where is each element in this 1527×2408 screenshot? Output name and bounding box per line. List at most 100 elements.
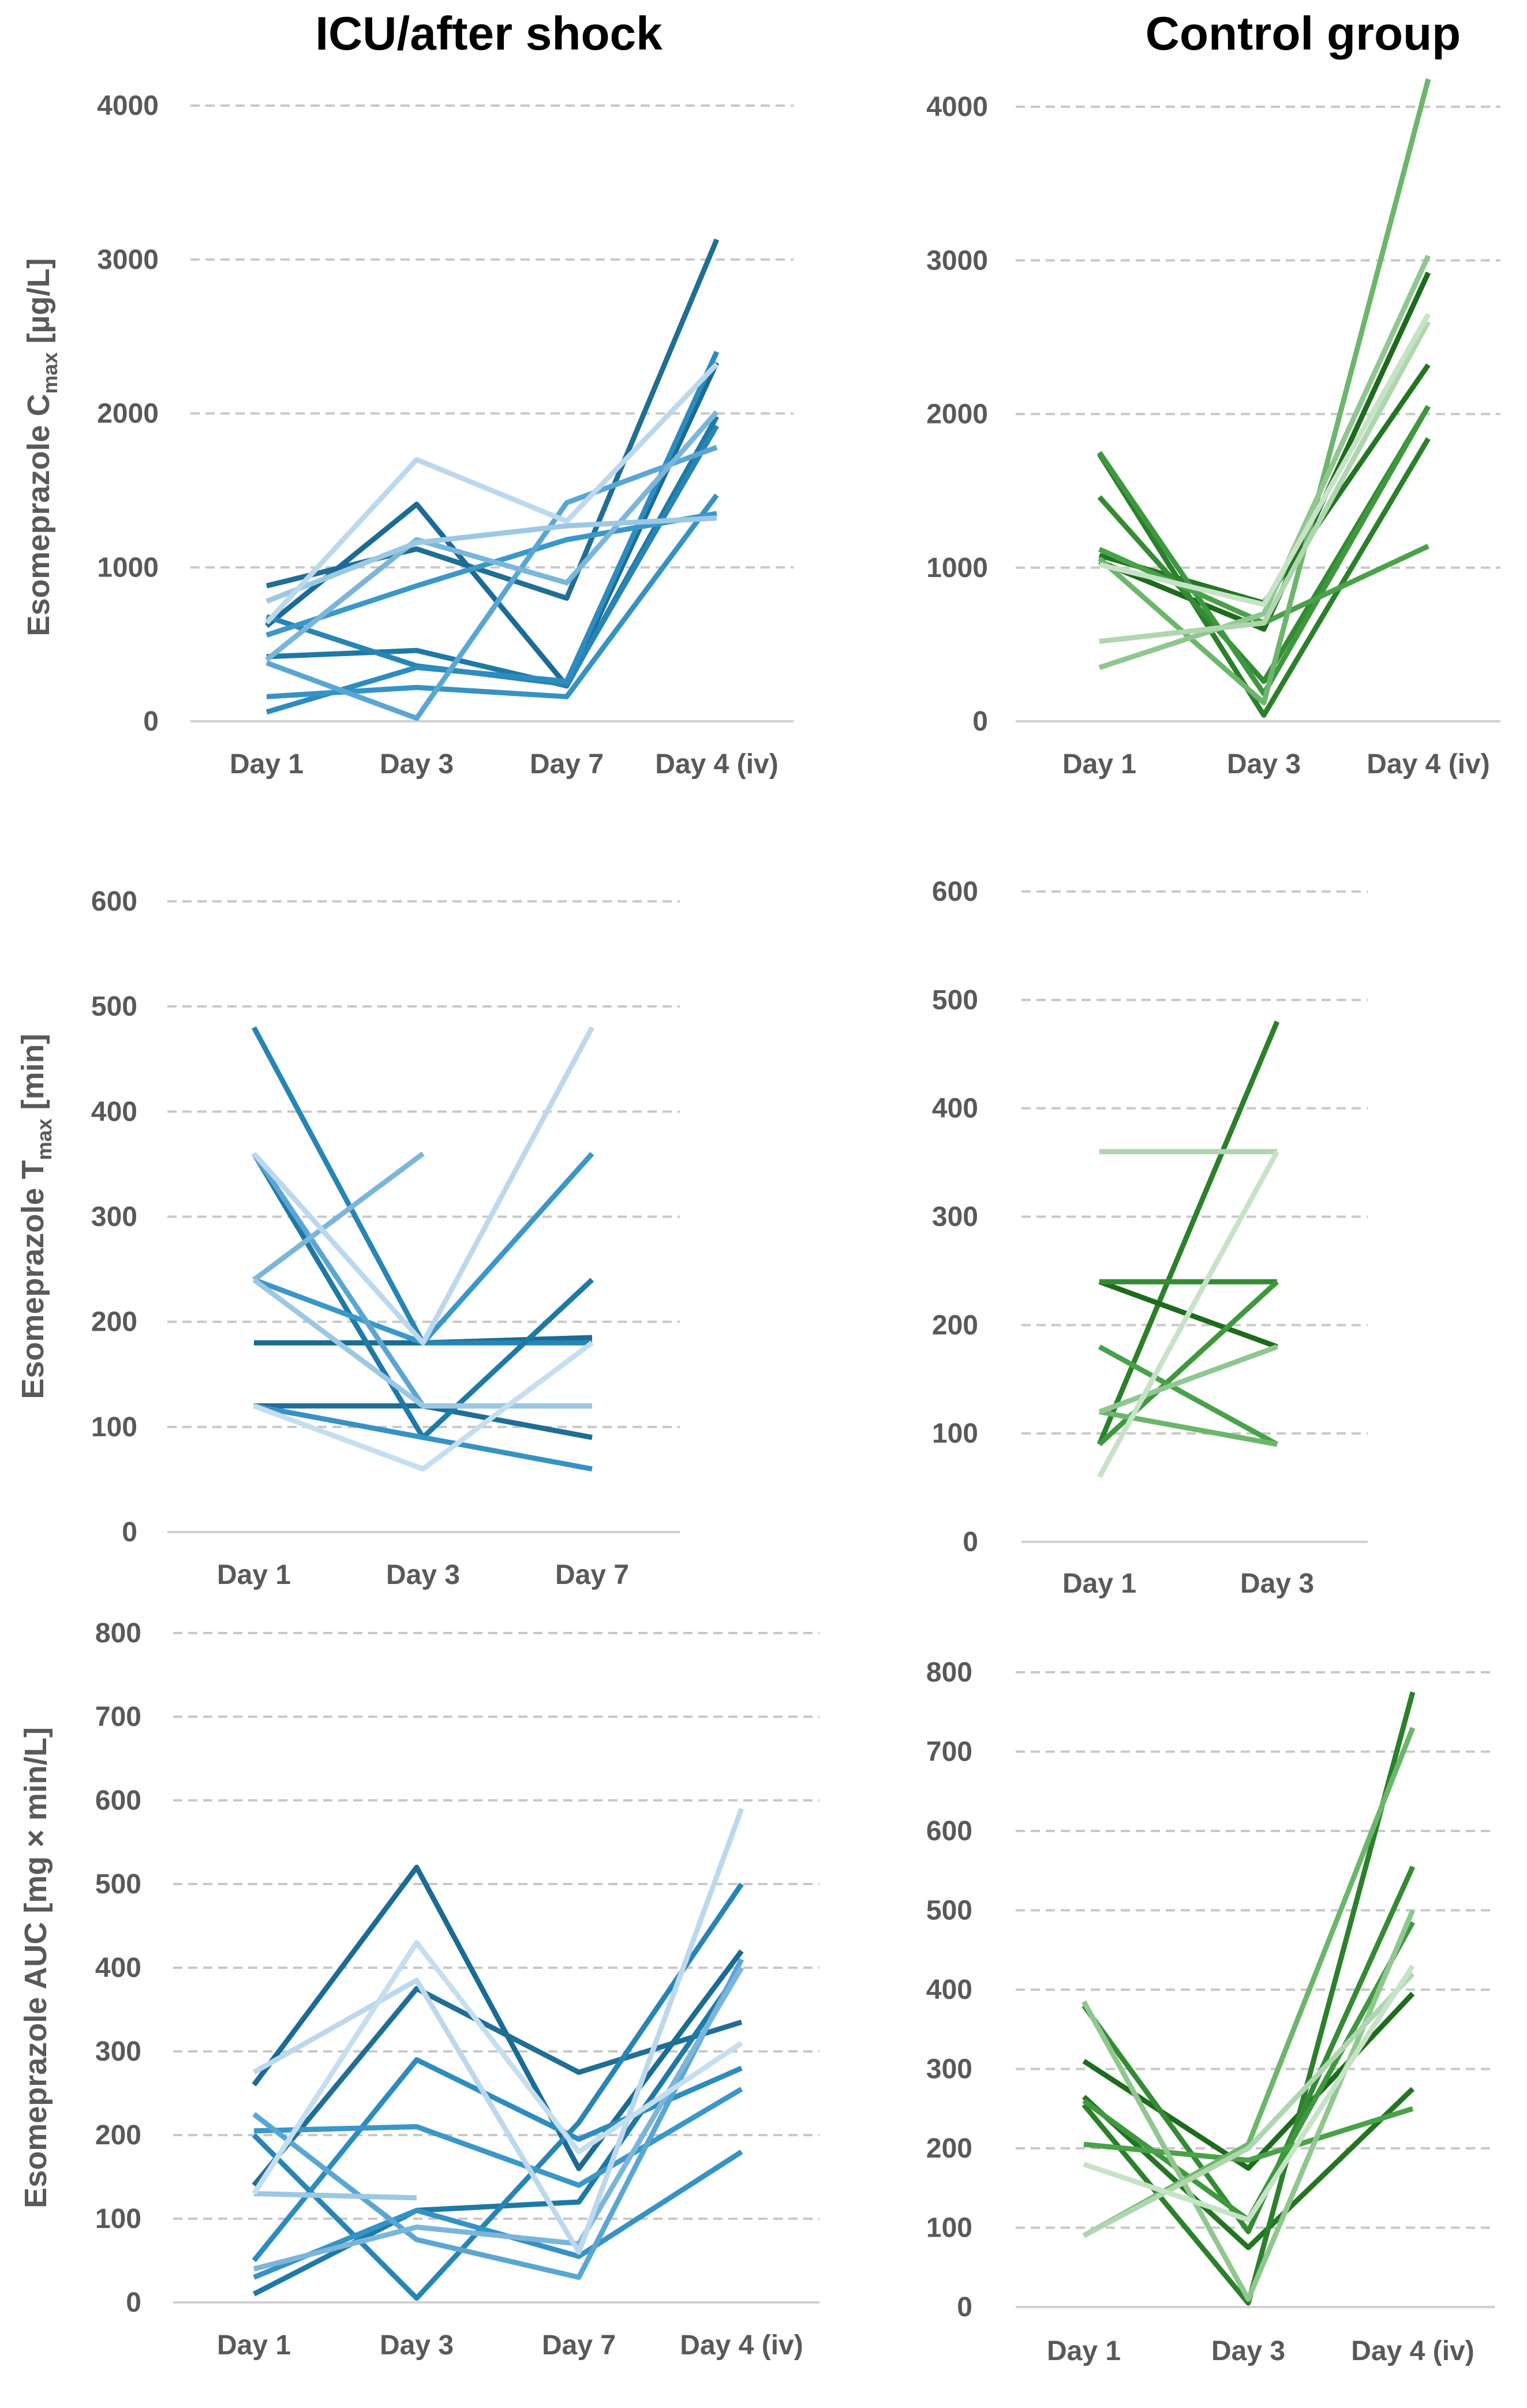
- series-line-1: [1098, 271, 1431, 632]
- y-tick-label: 0: [126, 2287, 141, 2318]
- title-icu: ICU/after shock: [315, 8, 663, 60]
- y-tick-label: 100: [932, 1418, 978, 1449]
- series-line-6: [1098, 544, 1429, 626]
- y-tick-label: 600: [95, 1785, 141, 1816]
- series-line-10: [1083, 1964, 1415, 2223]
- series-line-9: [1099, 320, 1431, 645]
- series-line-1: [1096, 1020, 1280, 1445]
- x-tick-label: Day 3: [386, 1560, 460, 1590]
- series-line-6: [253, 2149, 743, 2280]
- series-line-4: [252, 1152, 594, 1440]
- series-line-11: [264, 362, 719, 625]
- series-line-4: [1081, 1866, 1416, 2234]
- series-line-7: [252, 1152, 592, 1409]
- y-tick-label: 4000: [926, 92, 988, 122]
- series-line-5: [253, 1403, 593, 1472]
- y-tick-label: 500: [926, 1896, 972, 1926]
- y-tick-label: 400: [926, 1975, 972, 2005]
- series-line-3: [1081, 1691, 1416, 2306]
- series-line-2: [252, 1986, 743, 2187]
- y-tick-label: 0: [972, 706, 988, 737]
- series-line-6: [253, 1152, 594, 1346]
- y-tick-label: 500: [95, 1869, 141, 1900]
- x-tick-label: Day 1: [1047, 2336, 1121, 2366]
- y-tick-label: 0: [143, 706, 159, 737]
- series-line-9: [1097, 1150, 1279, 1478]
- series-line-10: [1098, 313, 1431, 608]
- y-tick-label: 0: [122, 1517, 137, 1548]
- x-tick-label: Day 4 (iv): [1351, 2336, 1474, 2366]
- x-tick-label: Day 1: [217, 1560, 291, 1590]
- y-tick-label: 500: [91, 991, 137, 1022]
- series-line-8: [1098, 254, 1431, 671]
- y-tick-label: 0: [957, 2292, 972, 2323]
- series-line-5: [265, 350, 720, 715]
- y-tick-label: 100: [926, 2213, 972, 2244]
- y-tick-label: 700: [926, 1737, 972, 1767]
- y-axis-label: Esomeprazole Cmax [µg/L]: [21, 258, 62, 636]
- x-tick-label: Day 7: [542, 2330, 616, 2361]
- x-tick-label: Day 1: [1062, 749, 1136, 780]
- y-tick-label: 600: [932, 877, 978, 907]
- y-axis-label-unit: [µg/L]: [21, 258, 56, 352]
- x-tick-label: Day 7: [530, 749, 604, 780]
- series-line-11: [252, 1807, 744, 2255]
- series-line-5: [1098, 1344, 1279, 1447]
- series-line-2: [254, 1403, 593, 1440]
- series-line-1: [265, 238, 720, 601]
- x-tick-label: Day 3: [1240, 1568, 1314, 1599]
- y-tick-label: 200: [932, 1310, 978, 1340]
- x-tick-label: Day 3: [1227, 749, 1301, 780]
- y-axis-label-main: Esomeprazole AUC [mg × min/L]: [18, 1727, 53, 2208]
- y-tick-label: 300: [926, 2054, 972, 2085]
- series-line-8: [1081, 1909, 1416, 2302]
- series-line-2: [1098, 363, 1431, 606]
- y-axis-label: Esomeprazole AUC [mg × min/L]: [18, 1727, 53, 2208]
- series-line-2: [1081, 2087, 1415, 2250]
- x-tick-label: Day 4 (iv): [680, 2330, 803, 2361]
- series-line-9: [1082, 1972, 1415, 2238]
- y-tick-label: 300: [932, 1202, 978, 1233]
- y-tick-label: 800: [926, 1657, 972, 1688]
- y-tick-label: 2000: [926, 399, 988, 430]
- series-line-8: [252, 1958, 744, 2280]
- y-tick-label: 600: [926, 1816, 972, 1847]
- series-line-6: [1099, 1409, 1278, 1447]
- y-axis-label-main: Esomeprazole T: [16, 1160, 50, 1399]
- x-tick-label: Day 1: [1062, 1568, 1136, 1599]
- y-tick-label: 200: [926, 2133, 972, 2164]
- y-tick-label: 0: [963, 1527, 978, 1557]
- y-tick-label: 800: [95, 1618, 141, 1649]
- series-line-6: [266, 493, 719, 699]
- y-tick-label: 200: [95, 2120, 141, 2151]
- y-tick-label: 400: [95, 1953, 141, 1983]
- y-axis-label-sub: max: [38, 352, 62, 394]
- series-line-5: [252, 2057, 743, 2263]
- series-line-9: [265, 410, 719, 662]
- x-tick-label: Day 4 (iv): [655, 749, 778, 780]
- series-line-10: [252, 1026, 594, 1346]
- series-line-7: [1098, 78, 1431, 706]
- series-line-8: [265, 444, 718, 721]
- y-tick-label: 600: [91, 886, 137, 917]
- y-tick-label: 100: [95, 2204, 141, 2234]
- y-tick-label: 400: [91, 1096, 137, 1127]
- series-line-9: [253, 1966, 744, 2272]
- series-line-12: [252, 1940, 743, 2195]
- y-axis-label-sub: max: [32, 1118, 56, 1160]
- series-line-3: [266, 415, 719, 689]
- series-line-7: [1098, 1344, 1278, 1414]
- x-tick-label: Day 4 (iv): [1367, 749, 1489, 780]
- series-line-6: [1083, 2106, 1414, 2163]
- y-axis-label: Esomeprazole Tmax [min]: [16, 1033, 56, 1399]
- y-axis-label-main: Esomeprazole C: [21, 394, 56, 636]
- y-tick-label: 400: [932, 1093, 978, 1124]
- series-line-4: [252, 1882, 744, 2301]
- series-line-10: [265, 515, 717, 604]
- title-control: Control group: [1145, 8, 1461, 60]
- series-line-7: [1082, 1727, 1416, 2238]
